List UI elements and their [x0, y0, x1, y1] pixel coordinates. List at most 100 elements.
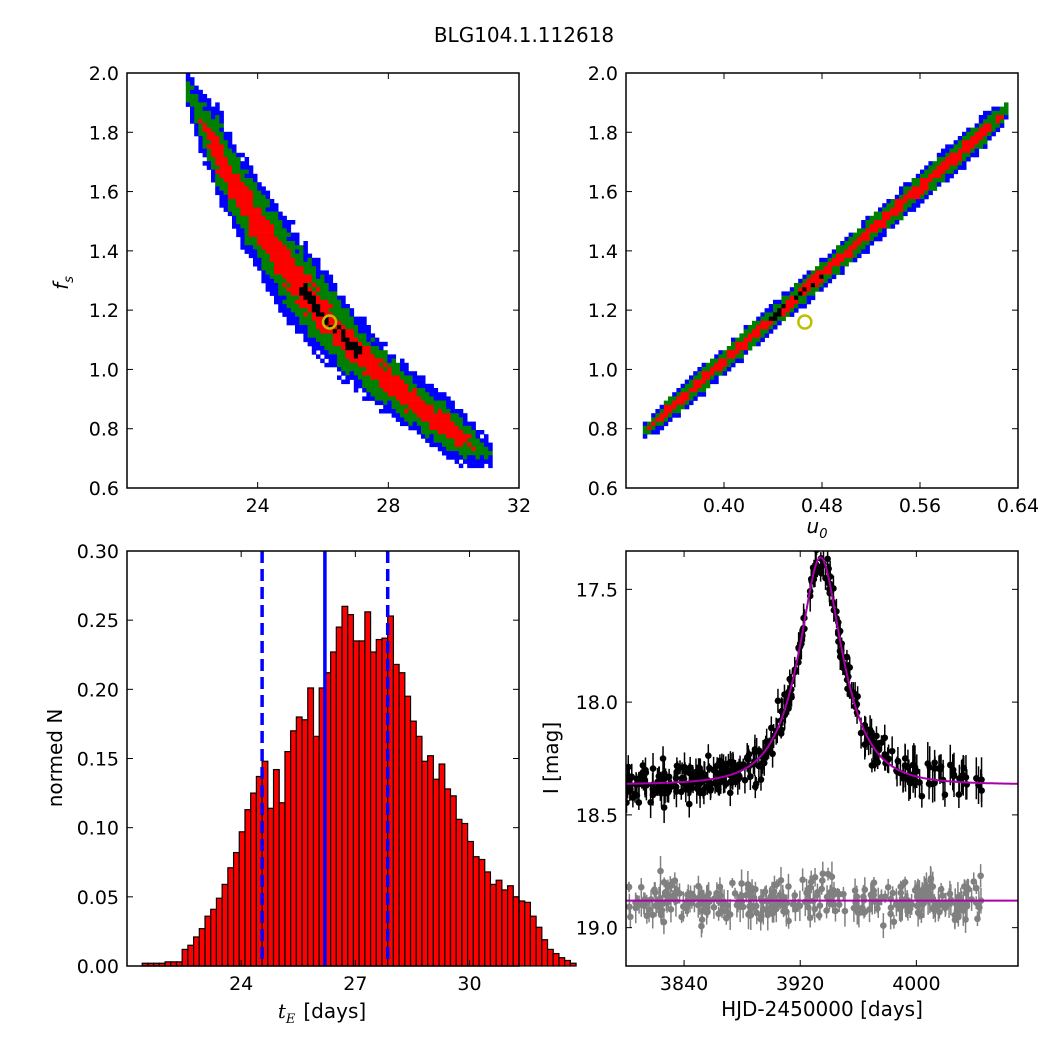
p1-cell [442, 417, 447, 422]
p2-cell [962, 131, 967, 137]
p2-cell [756, 333, 761, 338]
p1-cell [421, 404, 426, 410]
p1-cell [227, 186, 233, 191]
p1-cell [244, 207, 250, 212]
p1-cell [286, 266, 292, 271]
p2-cell [739, 337, 744, 343]
p1-cell [257, 257, 262, 263]
residual-point [823, 907, 830, 914]
p1-cell [425, 425, 430, 431]
p1-cell [400, 371, 405, 376]
data-point [659, 755, 667, 762]
p1-cell [425, 434, 430, 439]
p2-cell [915, 178, 921, 183]
p1-cell [400, 362, 405, 368]
p1-cell [290, 220, 296, 225]
p1-cell [362, 367, 367, 372]
p2-cell [932, 169, 938, 175]
p1-cell [437, 430, 443, 435]
p1-cell [467, 438, 472, 443]
residual-point [884, 883, 892, 891]
p2-cell [773, 308, 778, 313]
p1-cell [404, 421, 409, 427]
p2-xlabel: u0 [807, 514, 828, 542]
p1-cell [290, 283, 296, 288]
p2-cell [999, 115, 1005, 120]
p1-cell [345, 320, 350, 326]
p1-cell [324, 304, 329, 309]
p2-cell [941, 152, 946, 158]
p1-cell [400, 392, 405, 397]
p1-cell [475, 446, 481, 452]
residual-point [673, 886, 681, 894]
p1-cell [328, 329, 334, 334]
p2-cell [722, 362, 728, 368]
residual-point [804, 903, 812, 911]
p1-cell [223, 182, 229, 187]
data-point [878, 739, 885, 747]
p1-cell [211, 127, 216, 133]
p1-cell [282, 304, 287, 309]
residual-point [761, 888, 769, 895]
p2-cell [957, 148, 963, 154]
residual-point [662, 888, 669, 896]
data-point [726, 789, 734, 797]
p1-cell [253, 173, 258, 179]
p2-cell [932, 173, 938, 179]
p2-cell [697, 388, 702, 393]
p2-cell [684, 396, 690, 401]
hist-bar [495, 879, 503, 967]
p2-cell [894, 203, 900, 208]
p1-cell [253, 245, 258, 250]
p1-cell [278, 245, 283, 250]
p1-cell [223, 194, 229, 200]
p1-cell [219, 115, 224, 120]
data-point [710, 766, 717, 774]
p1-cell [290, 253, 296, 259]
p1-cell [282, 295, 287, 301]
p1-cell [219, 182, 224, 187]
p1-cell [488, 446, 493, 452]
p1-cell [383, 341, 388, 347]
p1-cell [236, 203, 241, 208]
p1-cell [248, 224, 254, 229]
residual-point [657, 867, 664, 875]
p1-cell [353, 383, 359, 389]
lightcurve-plot-area [626, 551, 1018, 939]
p1-cell [303, 270, 308, 275]
p1-cell [307, 333, 313, 338]
p1-cell [328, 346, 334, 351]
p2-cell [680, 388, 686, 393]
residual-point [816, 902, 824, 909]
p2-cell [789, 308, 795, 313]
p2-cell [773, 304, 778, 309]
p2-cell [760, 312, 765, 317]
p1-cell [454, 421, 460, 427]
p1-cell [206, 136, 212, 141]
p1-cell [240, 241, 245, 246]
p1-cell [332, 329, 338, 334]
p1-cell [446, 425, 451, 431]
p1-cell [269, 236, 275, 242]
p1-cell [198, 106, 203, 112]
p1-cell [467, 446, 472, 452]
p1-cell [379, 388, 384, 393]
residual-point [744, 885, 752, 892]
p2-cell [693, 383, 698, 389]
p1-cell [463, 425, 468, 431]
p1-cell [345, 375, 350, 380]
p2-cell [962, 140, 967, 145]
p1-cell [320, 312, 325, 317]
p3-xtick-label: 27 [343, 973, 367, 995]
p1-cell [353, 371, 359, 376]
p1-cell [332, 283, 338, 288]
p1-cell [265, 220, 271, 225]
p1-cell [253, 211, 258, 217]
p2-cell [882, 220, 887, 225]
p1-cell [446, 451, 451, 456]
p1-cell [467, 459, 472, 464]
p1-cell [261, 186, 266, 191]
p3-xtick-label: 30 [457, 973, 481, 995]
p1-cell [223, 190, 229, 196]
p1-cell [395, 367, 401, 372]
